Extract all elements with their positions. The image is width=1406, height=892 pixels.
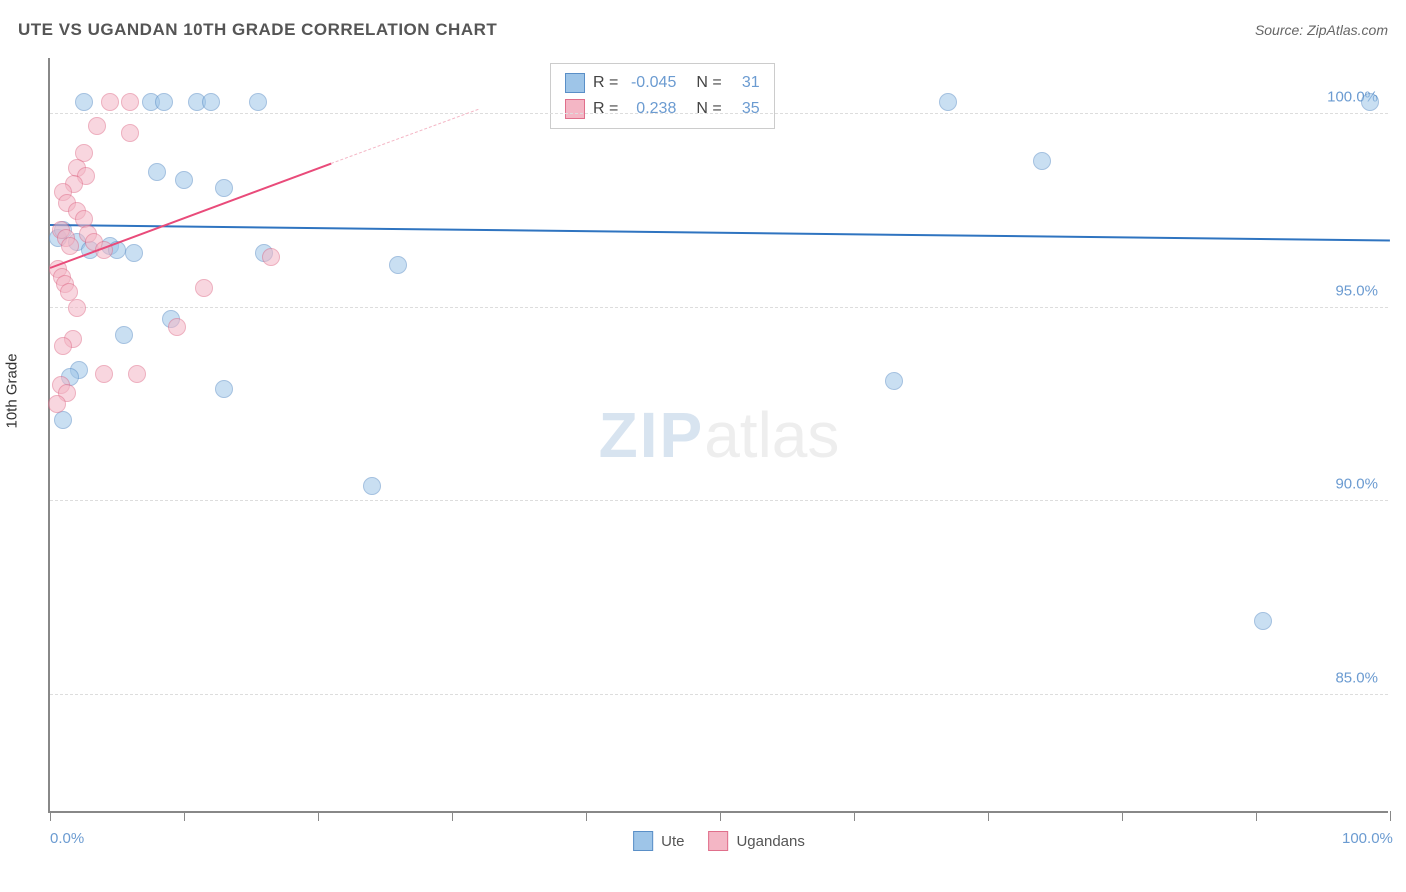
x-tick bbox=[854, 811, 855, 821]
legend-n-label: N = bbox=[696, 74, 721, 92]
x-tick bbox=[1390, 811, 1391, 821]
watermark: ZIPatlas bbox=[599, 398, 840, 472]
legend-n-value: 31 bbox=[730, 74, 760, 92]
scatter-point bbox=[75, 93, 93, 111]
legend-series: Ute Ugandans bbox=[633, 831, 805, 851]
legend-swatch bbox=[708, 831, 728, 851]
chart-title: UTE VS UGANDAN 10TH GRADE CORRELATION CH… bbox=[18, 20, 497, 40]
legend-swatch bbox=[565, 73, 585, 93]
x-tick bbox=[452, 811, 453, 821]
scatter-point bbox=[195, 279, 213, 297]
x-tick bbox=[318, 811, 319, 821]
scatter-point bbox=[1033, 152, 1051, 170]
x-tick bbox=[1122, 811, 1123, 821]
x-tick bbox=[184, 811, 185, 821]
scatter-point bbox=[128, 365, 146, 383]
scatter-point bbox=[885, 372, 903, 390]
x-tick bbox=[720, 811, 721, 821]
legend-n-value: 35 bbox=[730, 100, 760, 118]
scatter-point bbox=[939, 93, 957, 111]
legend-r-value: 0.238 bbox=[626, 100, 676, 118]
y-tick-label: 95.0% bbox=[1335, 282, 1378, 299]
legend-label: Ugandans bbox=[736, 833, 804, 850]
scatter-point bbox=[125, 244, 143, 262]
legend-r-value: -0.045 bbox=[626, 74, 676, 92]
x-tick-label: 0.0% bbox=[50, 830, 84, 847]
source-label: Source: ZipAtlas.com bbox=[1255, 22, 1388, 38]
scatter-point bbox=[1254, 612, 1272, 630]
scatter-point bbox=[121, 93, 139, 111]
gridline-h bbox=[50, 500, 1388, 501]
scatter-point bbox=[215, 380, 233, 398]
legend-n-label: N = bbox=[696, 100, 721, 118]
scatter-point bbox=[249, 93, 267, 111]
legend-swatch bbox=[565, 99, 585, 119]
scatter-point bbox=[48, 395, 66, 413]
y-tick-label: 90.0% bbox=[1335, 476, 1378, 493]
scatter-point bbox=[95, 365, 113, 383]
scatter-point bbox=[68, 299, 86, 317]
legend-label: Ute bbox=[661, 833, 684, 850]
watermark-zip: ZIP bbox=[599, 399, 705, 471]
scatter-point bbox=[168, 318, 186, 336]
scatter-point bbox=[155, 93, 173, 111]
legend-item: Ute bbox=[633, 831, 684, 851]
scatter-point bbox=[54, 337, 72, 355]
scatter-point bbox=[202, 93, 220, 111]
legend-row: R = 0.238 N = 35 bbox=[565, 96, 760, 122]
x-tick bbox=[988, 811, 989, 821]
scatter-point bbox=[54, 411, 72, 429]
scatter-point bbox=[88, 117, 106, 135]
legend-correlation: R = -0.045 N = 31 R = 0.238 N = 35 bbox=[550, 63, 775, 129]
scatter-point bbox=[175, 171, 193, 189]
scatter-point bbox=[215, 179, 233, 197]
plot-area: ZIPatlas R =-0.045N =31R =0.238N =35 Ute… bbox=[48, 58, 1388, 813]
scatter-point bbox=[115, 326, 133, 344]
trend-line bbox=[331, 109, 479, 164]
legend-row: R = -0.045 N = 31 bbox=[565, 70, 760, 96]
scatter-point bbox=[148, 163, 166, 181]
legend-item: Ugandans bbox=[708, 831, 804, 851]
legend-swatch bbox=[633, 831, 653, 851]
scatter-point bbox=[1361, 93, 1379, 111]
x-tick bbox=[586, 811, 587, 821]
scatter-point bbox=[121, 124, 139, 142]
y-tick-label: 85.0% bbox=[1335, 669, 1378, 686]
scatter-point bbox=[389, 256, 407, 274]
x-tick bbox=[50, 811, 51, 821]
scatter-point bbox=[61, 237, 79, 255]
trend-line bbox=[50, 224, 1390, 241]
scatter-point bbox=[363, 477, 381, 495]
legend-r-label: R = bbox=[593, 100, 618, 118]
watermark-atlas: atlas bbox=[704, 399, 839, 471]
gridline-h bbox=[50, 694, 1388, 695]
legend-r-label: R = bbox=[593, 74, 618, 92]
scatter-point bbox=[262, 248, 280, 266]
x-tick-label: 100.0% bbox=[1342, 830, 1393, 847]
y-axis-label: 10th Grade bbox=[4, 353, 21, 428]
gridline-h bbox=[50, 307, 1388, 308]
scatter-point bbox=[101, 93, 119, 111]
gridline-h bbox=[50, 113, 1388, 114]
x-tick bbox=[1256, 811, 1257, 821]
